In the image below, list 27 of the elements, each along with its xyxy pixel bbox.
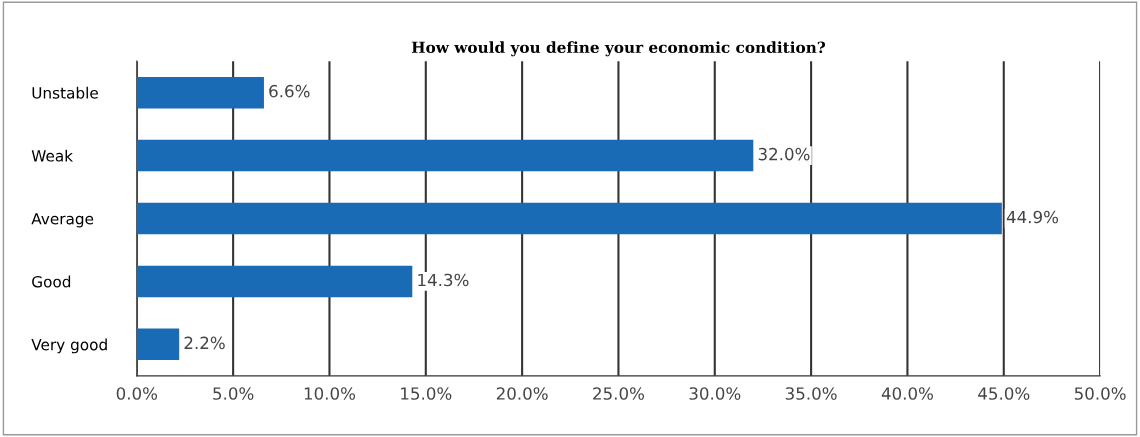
- bar: [136, 265, 413, 298]
- data-label: 6.6%: [269, 84, 310, 98]
- y-tick-label: Weak: [31, 149, 74, 162]
- x-tick-label: 50.0%: [1074, 387, 1126, 400]
- bar: [136, 202, 1002, 235]
- x-tick-label: 20.0%: [496, 387, 548, 400]
- x-tick-label: 30.0%: [689, 387, 741, 400]
- x-tick-label: 15.0%: [401, 387, 452, 400]
- y-tick-label: Good: [32, 275, 71, 288]
- x-tick-label: 25.0%: [593, 387, 644, 400]
- x-tick-label: 45.0%: [978, 387, 1030, 400]
- data-label: 14.3%: [418, 273, 469, 287]
- data-label: 2.2%: [184, 336, 225, 350]
- chart-title: How would you define your economic condition?: [411, 41, 826, 57]
- data-label: 44.9%: [1006, 210, 1059, 224]
- x-tick-label: 10.0%: [304, 387, 356, 400]
- x-tick-label: 0.0%: [116, 387, 158, 400]
- data-label: 32.0%: [758, 147, 810, 161]
- y-tick-label: Very good: [31, 338, 107, 354]
- bar: [136, 139, 754, 172]
- bar: [136, 76, 264, 109]
- y-tick-label: Unstable: [32, 86, 98, 99]
- bar: [136, 328, 180, 361]
- y-tick-label: Average: [31, 213, 94, 228]
- x-tick-label: 35.0%: [785, 387, 837, 400]
- x-tick-label: 5.0%: [213, 387, 254, 400]
- x-tick-label: 40.0%: [881, 387, 933, 400]
